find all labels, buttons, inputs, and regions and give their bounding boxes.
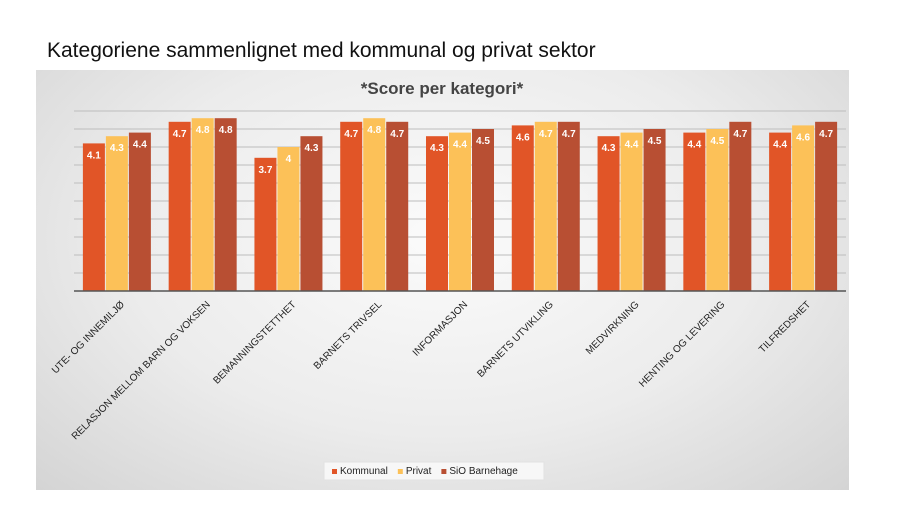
data-label: 4.6 (796, 132, 810, 143)
category-label: BEMANNINGSTETTHET (211, 299, 298, 386)
bar (534, 121, 557, 291)
legend-label: Privat (406, 466, 432, 477)
data-label: 4.7 (344, 129, 358, 140)
data-label: 4.7 (819, 129, 833, 140)
data-label: 4.4 (625, 140, 639, 151)
data-label: 4.4 (687, 140, 701, 151)
bar (363, 118, 386, 291)
data-label: 4.7 (173, 129, 187, 140)
data-label: 4.3 (110, 143, 124, 154)
bar (511, 125, 534, 292)
data-label: 4.3 (304, 143, 318, 154)
data-label: 4.5 (648, 136, 662, 147)
bar (340, 121, 363, 291)
data-label: 4.7 (539, 129, 553, 140)
bar (168, 121, 191, 291)
data-label: 4.5 (710, 136, 724, 147)
data-label: 4.7 (733, 129, 747, 140)
category-label: RELASJON MELLOM BARN OG VOKSEN (70, 299, 213, 442)
data-label: 4.8 (219, 125, 233, 136)
bar (300, 136, 323, 291)
bar (683, 132, 706, 291)
bar (254, 157, 277, 291)
category-label: HENTING OG LEVERING (637, 299, 727, 389)
bar (706, 129, 729, 291)
bar (643, 129, 666, 291)
category-label: UTE- OG INNEMILJØ (50, 299, 127, 376)
category-label: BARNETS UTVIKLING (475, 299, 556, 380)
category-label: INFORMASJON (411, 299, 470, 358)
bar (426, 136, 448, 291)
legend-label: Kommunal (340, 466, 388, 477)
legend-swatch (441, 469, 447, 474)
data-label: 4.7 (390, 129, 404, 140)
data-label: 4.3 (602, 143, 616, 154)
bar (214, 118, 237, 291)
legend-swatch (397, 469, 403, 474)
data-label: 4.8 (196, 125, 210, 136)
bar (105, 136, 128, 291)
data-label: 4 (286, 154, 292, 165)
category-label: TILFREDSHET (757, 299, 813, 355)
data-label: 4.1 (87, 150, 101, 161)
bar (277, 147, 300, 291)
legend-swatch (332, 469, 337, 474)
legend-box (323, 461, 545, 481)
bar-chart: *Score per kategori* 4.1 4.3 4.4 UTE- OG INN… (50, 79, 846, 481)
data-label: 4.4 (453, 140, 467, 151)
category-label: MEDVIRKNING (584, 299, 642, 357)
bar (769, 132, 792, 291)
slide-title: Kategoriene sammenlignet med kommunal og… (47, 39, 596, 62)
chart-panel: *Score per kategori* 4.1 4.3 4.4 UTE- OG INN… (36, 70, 849, 490)
bar (472, 129, 494, 291)
data-label: 4.3 (430, 143, 444, 154)
bar (386, 121, 409, 291)
data-label: 4.7 (562, 129, 576, 140)
data-label: 4.5 (476, 136, 490, 147)
bar (815, 121, 838, 291)
bar (597, 136, 620, 291)
bar (82, 143, 105, 291)
bar (792, 125, 815, 292)
bar (128, 132, 151, 291)
bar (449, 132, 471, 291)
legend-label: SiO Barnehage (449, 466, 518, 477)
bar (191, 118, 214, 291)
bar (620, 132, 643, 291)
data-label: 4.4 (133, 140, 147, 151)
data-label: 3.7 (258, 165, 272, 176)
data-label: 4.6 (516, 132, 530, 143)
bar (557, 121, 580, 291)
bar (729, 121, 752, 291)
chart-title: *Score per kategori* (361, 79, 524, 98)
data-label: 4.4 (773, 140, 787, 151)
category-label: BARNETS TRIVSEL (312, 299, 385, 372)
data-label: 4.8 (367, 125, 381, 136)
